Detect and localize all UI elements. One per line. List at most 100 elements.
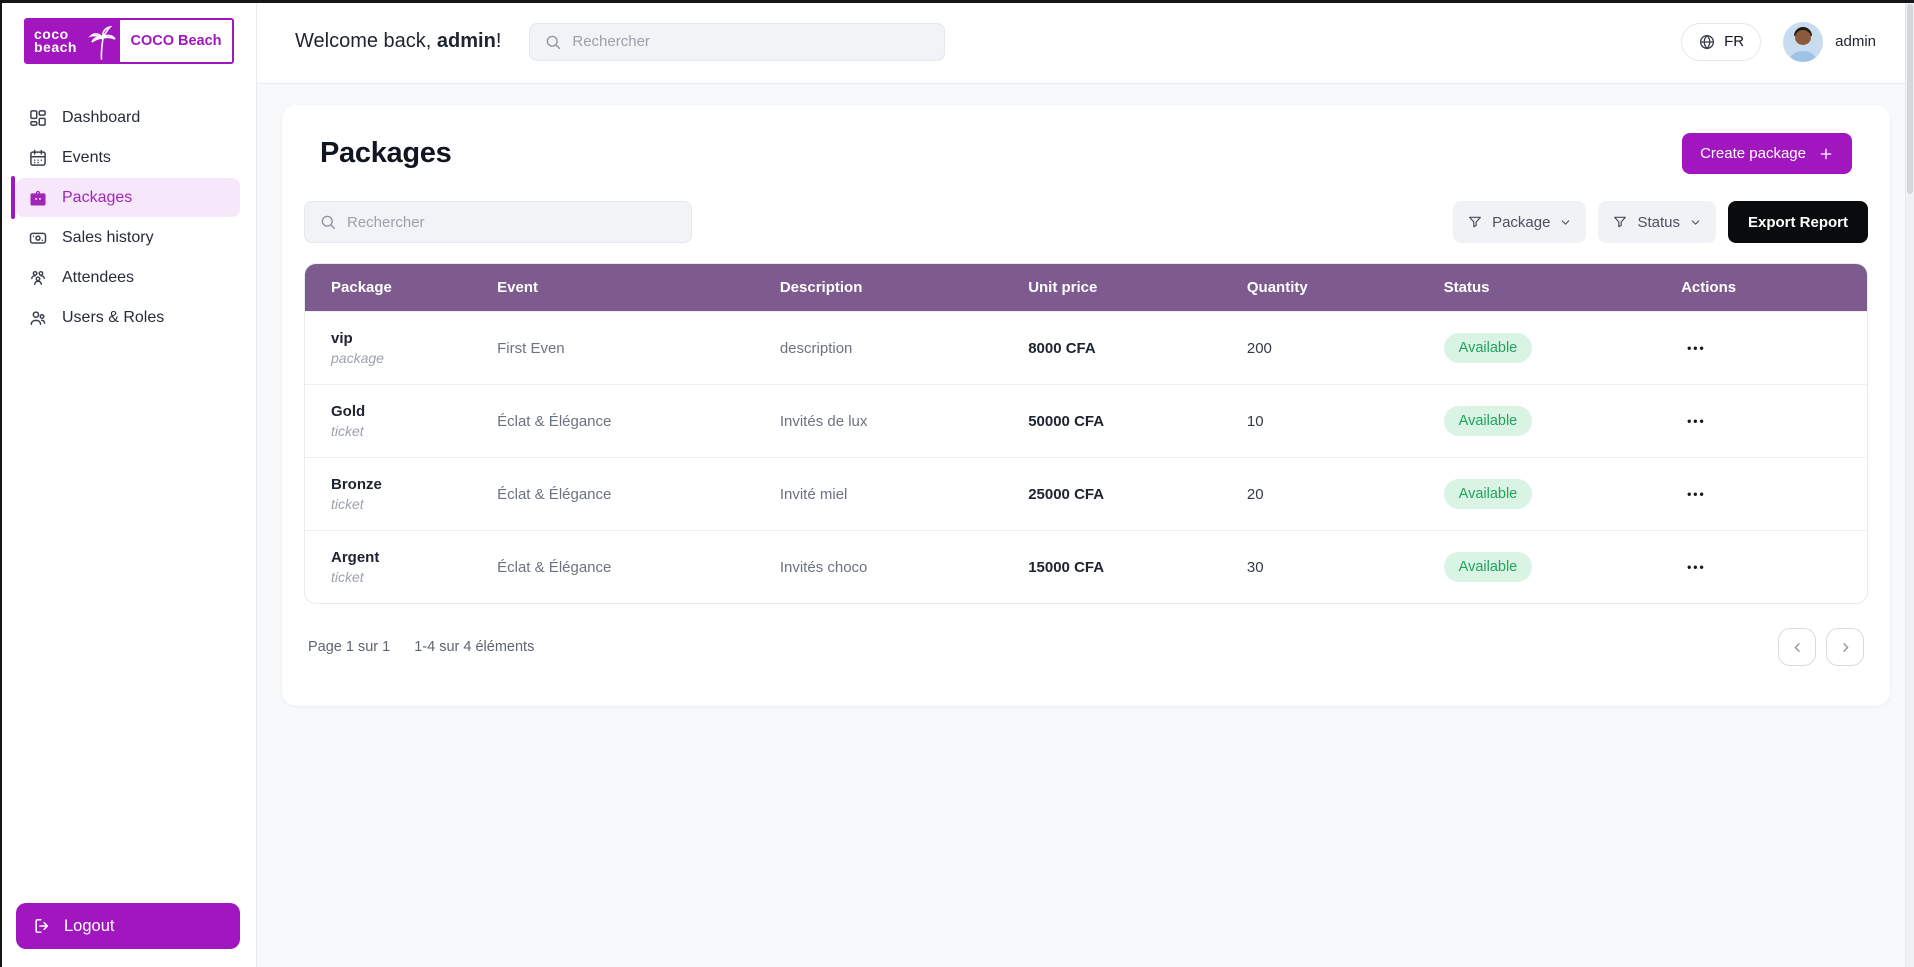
- table-controls: Package Status Export Report: [304, 201, 1868, 243]
- welcome-prefix: Welcome back,: [295, 30, 437, 52]
- unit-price-cell: 50000 CFA: [1028, 412, 1105, 430]
- sidebar-item-dashboard[interactable]: Dashboard: [16, 98, 240, 137]
- column-header-event: Event: [497, 279, 538, 296]
- event-cell: Éclat & Élégance: [497, 558, 612, 576]
- row-actions-button[interactable]: •••: [1681, 337, 1712, 359]
- pagination: Page 1 sur 1 1-4 sur 4 éléments: [304, 628, 1868, 666]
- sidebar-item-label: Packages: [62, 188, 133, 206]
- table-row: Argent ticket Éclat & Élégance Invités c…: [305, 530, 1867, 603]
- language-label: FR: [1724, 33, 1745, 50]
- sidebar-item-users-roles[interactable]: Users & Roles: [16, 298, 240, 337]
- column-header-unit-price: Unit price: [1028, 279, 1098, 296]
- plus-icon: [1820, 148, 1832, 159]
- global-search-input[interactable]: [572, 33, 931, 50]
- dashboard-grid-icon: [30, 109, 46, 126]
- row-actions-button[interactable]: •••: [1681, 483, 1712, 505]
- global-search[interactable]: [529, 22, 946, 61]
- quantity-cell: 20: [1246, 485, 1264, 503]
- packages-search[interactable]: [304, 201, 692, 243]
- package-cell: vip package: [305, 330, 497, 366]
- create-package-label: Create package: [1700, 145, 1806, 162]
- avatar-shirt: [1788, 50, 1819, 62]
- filter-funnel-icon: [1614, 216, 1627, 228]
- pagination-buttons: [1778, 628, 1864, 666]
- package-name: Bronze: [331, 476, 382, 493]
- row-actions-button[interactable]: •••: [1681, 556, 1712, 578]
- actions-cell: •••: [1681, 556, 1867, 578]
- quantity-cell: 30: [1246, 558, 1264, 576]
- sidebar-item-packages[interactable]: Packages: [11, 176, 240, 219]
- sidebar-item-events[interactable]: Events: [16, 138, 240, 177]
- items-info: 1-4 sur 4 éléments: [414, 639, 535, 655]
- logo-wordmark: coco beach: [34, 26, 77, 54]
- briefcase-icon: [30, 190, 46, 205]
- users-icon: [30, 310, 46, 325]
- sidebar-item-attendees[interactable]: Attendees: [16, 258, 240, 297]
- welcome-suffix: !: [495, 30, 502, 52]
- description-cell: Invités choco: [779, 558, 868, 576]
- sidebar-item-sales-history[interactable]: Sales history: [16, 218, 240, 257]
- create-package-button[interactable]: Create package: [1682, 133, 1852, 174]
- description-cell: Invité miel: [779, 485, 848, 503]
- chevron-down-icon: [1691, 219, 1700, 225]
- chevron-left-icon: [1794, 642, 1800, 652]
- unit-price-cell: 25000 CFA: [1028, 485, 1105, 503]
- package-type: ticket: [331, 423, 364, 439]
- logo-word-1: coco: [34, 26, 69, 42]
- banknote-icon: [29, 232, 47, 244]
- description-cell: description: [779, 339, 853, 357]
- packages-search-input[interactable]: [347, 213, 677, 231]
- package-filter-label: Package: [1492, 213, 1551, 231]
- packages-card: Packages Create package Package: [282, 105, 1890, 706]
- topbar: Welcome back, admin! FR admin: [257, 0, 1914, 84]
- event-cell: First Even: [497, 339, 565, 357]
- chevron-down-icon: [1562, 219, 1570, 225]
- sidebar: coco beach COCO Beach Dashboard: [0, 0, 257, 967]
- title-row: Packages Create package: [304, 131, 1868, 174]
- chevron-right-icon: [1842, 642, 1848, 652]
- palm-tree-icon: [88, 25, 116, 60]
- package-type: package: [331, 350, 384, 366]
- status-badge: Available: [1443, 552, 1533, 582]
- main-area: Welcome back, admin! FR admin: [257, 0, 1914, 967]
- status-filter-dropdown[interactable]: Status: [1598, 201, 1716, 243]
- window-left-edge: [0, 0, 2, 967]
- status-cell: Available: [1443, 552, 1681, 582]
- status-filter-label: Status: [1637, 213, 1680, 231]
- status-cell: Available: [1443, 406, 1681, 436]
- page-title: Packages: [320, 137, 452, 169]
- package-filter-dropdown[interactable]: Package: [1453, 201, 1587, 243]
- column-header-status: Status: [1443, 279, 1490, 296]
- brand-logo[interactable]: coco beach COCO Beach: [24, 18, 234, 64]
- event-cell: Éclat & Élégance: [497, 485, 612, 503]
- previous-page-button[interactable]: [1778, 628, 1816, 666]
- column-header-actions: Actions: [1681, 279, 1737, 296]
- globe-icon: [1700, 34, 1715, 49]
- pagination-info: Page 1 sur 1 1-4 sur 4 éléments: [308, 639, 534, 655]
- scrollbar[interactable]: [1905, 0, 1914, 967]
- unit-price-cell: 8000 CFA: [1028, 339, 1096, 357]
- page-info: Page 1 sur 1: [308, 639, 391, 655]
- topbar-right: FR admin: [1681, 21, 1876, 62]
- event-cell: Éclat & Élégance: [497, 412, 612, 430]
- unit-price-cell: 15000 CFA: [1028, 558, 1105, 576]
- avatar[interactable]: [1783, 21, 1824, 62]
- export-report-button[interactable]: Export Report: [1727, 201, 1868, 243]
- language-selector[interactable]: FR: [1681, 22, 1762, 61]
- table-header-row: Package Event Description Unit price Qua…: [305, 264, 1867, 311]
- packages-table: Package Event Description Unit price Qua…: [304, 263, 1868, 604]
- logout-label: Logout: [64, 916, 115, 935]
- scrollbar-thumb[interactable]: [1907, 4, 1913, 194]
- description-cell: Invités de lux: [779, 412, 868, 430]
- next-page-button[interactable]: [1826, 628, 1864, 666]
- package-name: vip: [331, 330, 353, 347]
- sidebar-item-label: Dashboard: [62, 108, 141, 126]
- status-badge: Available: [1443, 406, 1533, 436]
- package-type: ticket: [331, 569, 364, 585]
- logout-button[interactable]: Logout: [16, 903, 240, 949]
- quantity-cell: 200: [1246, 339, 1272, 357]
- search-icon: [547, 35, 561, 49]
- actions-cell: •••: [1681, 337, 1867, 359]
- status-badge: Available: [1443, 479, 1533, 509]
- row-actions-button[interactable]: •••: [1681, 410, 1712, 432]
